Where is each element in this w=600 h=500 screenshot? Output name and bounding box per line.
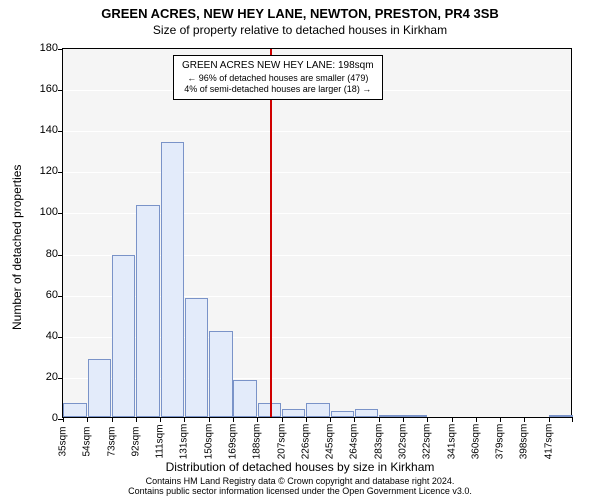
y-tick: [58, 378, 63, 379]
x-tick: [549, 417, 550, 422]
y-tick-label: 100: [18, 206, 58, 218]
x-tick: [160, 417, 161, 422]
x-tick: [184, 417, 185, 422]
x-tick: [452, 417, 453, 422]
x-tick: [572, 417, 573, 422]
x-tick-label: 264sqm: [349, 424, 360, 460]
x-tick-label: 283sqm: [373, 424, 384, 460]
x-tick-label: 398sqm: [519, 424, 530, 460]
x-tick: [209, 417, 210, 422]
annotation-box: GREEN ACRES NEW HEY LANE: 198sqm← 96% of…: [173, 55, 383, 100]
histogram-bar: [355, 409, 378, 417]
x-tick: [330, 417, 331, 422]
histogram-chart: 35sqm54sqm73sqm92sqm111sqm131sqm150sqm16…: [62, 48, 572, 418]
x-tick-label: 360sqm: [470, 424, 481, 460]
x-tick-label: 188sqm: [252, 424, 263, 460]
gridline: [63, 131, 571, 132]
x-tick-label: 322sqm: [422, 424, 433, 460]
y-tick: [58, 337, 63, 338]
x-tick: [63, 417, 64, 422]
histogram-bar: [233, 380, 256, 417]
x-tick-label: 169sqm: [228, 424, 239, 460]
x-tick: [476, 417, 477, 422]
x-tick: [282, 417, 283, 422]
histogram-bar: [549, 415, 572, 417]
x-tick-label: 73sqm: [106, 426, 117, 456]
y-tick: [58, 213, 63, 214]
y-tick-label: 140: [18, 124, 58, 136]
gridline: [63, 172, 571, 173]
footer-line-1: Contains HM Land Registry data © Crown c…: [0, 476, 600, 486]
y-tick-label: 180: [18, 42, 58, 54]
y-tick-label: 60: [18, 289, 58, 301]
y-tick-label: 120: [18, 165, 58, 177]
plot-area: 35sqm54sqm73sqm92sqm111sqm131sqm150sqm16…: [62, 48, 572, 418]
x-tick-label: 226sqm: [300, 424, 311, 460]
x-tick: [403, 417, 404, 422]
y-tick: [58, 49, 63, 50]
histogram-bar: [379, 415, 402, 417]
x-tick-label: 131sqm: [179, 424, 190, 460]
x-tick: [500, 417, 501, 422]
x-tick-label: 245sqm: [325, 424, 336, 460]
y-tick-label: 40: [18, 330, 58, 342]
footer-line-2: Contains public sector information licen…: [0, 486, 600, 496]
x-tick-label: 341sqm: [446, 424, 457, 460]
x-tick-label: 35sqm: [58, 426, 69, 456]
y-tick-label: 20: [18, 371, 58, 383]
x-tick: [112, 417, 113, 422]
annotation-line: GREEN ACRES NEW HEY LANE: 198sqm: [182, 60, 374, 73]
y-tick-label: 80: [18, 248, 58, 260]
histogram-bar: [282, 409, 305, 417]
x-tick-label: 302sqm: [398, 424, 409, 460]
y-tick-label: 160: [18, 83, 58, 95]
x-tick: [354, 417, 355, 422]
x-tick: [306, 417, 307, 422]
footer: Contains HM Land Registry data © Crown c…: [0, 476, 600, 496]
annotation-line: 4% of semi-detached houses are larger (1…: [182, 84, 374, 95]
x-tick-label: 150sqm: [203, 424, 214, 460]
page-title-2: Size of property relative to detached ho…: [0, 23, 600, 37]
x-tick-label: 417sqm: [543, 424, 554, 460]
x-tick: [136, 417, 137, 422]
histogram-bar: [306, 403, 329, 417]
y-tick-label: 0: [18, 412, 58, 424]
histogram-bar: [403, 415, 426, 417]
histogram-bar: [112, 255, 135, 417]
histogram-bar: [185, 298, 208, 417]
x-tick: [233, 417, 234, 422]
x-tick-label: 111sqm: [155, 424, 166, 458]
histogram-bar: [63, 403, 86, 417]
x-tick: [87, 417, 88, 422]
x-tick-label: 207sqm: [276, 424, 287, 460]
x-tick: [379, 417, 380, 422]
reference-line: [270, 49, 272, 417]
annotation-line: ← 96% of detached houses are smaller (47…: [182, 73, 374, 84]
histogram-bar: [88, 359, 111, 417]
page-title-1: GREEN ACRES, NEW HEY LANE, NEWTON, PREST…: [0, 6, 600, 21]
x-tick: [524, 417, 525, 422]
x-tick-label: 379sqm: [495, 424, 506, 460]
histogram-bar: [209, 331, 232, 417]
y-tick: [58, 296, 63, 297]
x-tick-label: 92sqm: [130, 426, 141, 456]
x-tick: [257, 417, 258, 422]
histogram-bar: [161, 142, 184, 417]
y-tick: [58, 90, 63, 91]
histogram-bar: [331, 411, 354, 417]
y-tick: [58, 172, 63, 173]
x-tick-label: 54sqm: [82, 426, 93, 456]
histogram-bar: [136, 205, 159, 417]
y-tick: [58, 255, 63, 256]
x-tick: [427, 417, 428, 422]
y-tick: [58, 131, 63, 132]
x-axis-title: Distribution of detached houses by size …: [0, 460, 600, 474]
